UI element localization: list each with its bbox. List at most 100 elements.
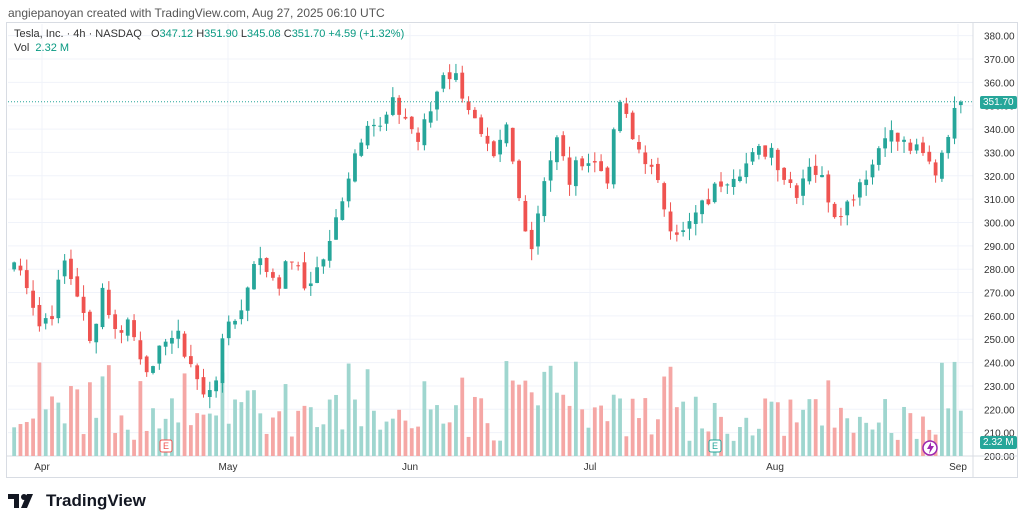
y-tick-label: 330.00 (984, 148, 1015, 159)
volume-bar (239, 402, 244, 456)
volume-bar (750, 435, 755, 456)
volume-bar (195, 413, 200, 456)
change-value: +4.59 (+1.32%) (328, 28, 405, 40)
x-tick-label: Aug (766, 462, 784, 473)
candle-body (157, 345, 162, 364)
volume-bar (87, 382, 92, 456)
candle-body (239, 310, 244, 320)
volume-bar (75, 389, 80, 456)
candle-body (681, 230, 686, 232)
candle-body (182, 333, 187, 357)
volume-bar (719, 416, 723, 456)
volume-bar (731, 440, 736, 456)
volume-bar (31, 418, 35, 456)
volume-bar (157, 428, 162, 456)
volume-bar (839, 407, 843, 456)
volume-bar (744, 417, 749, 456)
volume-bar (94, 417, 99, 456)
volume-bar (832, 427, 837, 456)
x-tick-label: May (219, 462, 238, 473)
candle-body (750, 152, 755, 162)
candle-body (839, 216, 843, 218)
last-price-badge: 351.70 (980, 96, 1017, 109)
candle-body (378, 125, 383, 127)
volume-bar (738, 427, 742, 456)
volume-bar (308, 407, 313, 456)
y-tick-label: 280.00 (984, 265, 1015, 276)
candle-body (37, 304, 42, 327)
candle-body (611, 129, 616, 185)
candle-body (252, 263, 256, 290)
y-tick-label: 370.00 (984, 55, 1015, 66)
candle-body (428, 111, 433, 123)
candle-body (435, 91, 439, 110)
candle-body (138, 340, 143, 360)
volume-bar (845, 418, 850, 456)
volume-bar (958, 410, 963, 456)
volume-bar (813, 399, 818, 456)
volume-bar (649, 434, 654, 456)
volume-bar (69, 386, 73, 456)
volume-bar (327, 399, 332, 456)
symbol-legend: Tesla, Inc. · 4h · NASDAQ O347.12 H351.9… (14, 28, 404, 40)
candle-body (744, 163, 749, 178)
volume-bar (207, 413, 212, 456)
candle-body (624, 103, 629, 114)
volume-bar (674, 407, 679, 456)
candle-body (820, 175, 824, 178)
candle-body (510, 127, 515, 162)
candle-body (782, 167, 787, 180)
candle-body (769, 147, 774, 158)
candle-body (921, 142, 925, 154)
candle-body (454, 73, 458, 80)
candle-body (214, 380, 219, 392)
volume-bar (409, 428, 414, 456)
candle-body (163, 341, 168, 347)
candle-body (927, 151, 932, 162)
volume-bar (700, 428, 704, 456)
volume-bar (372, 410, 376, 456)
volume-bar (567, 405, 572, 456)
candle-body (50, 316, 54, 320)
y-tick-label: 380.00 (984, 32, 1015, 43)
volume-bar (289, 436, 294, 456)
volume-bar (384, 421, 389, 456)
candle-body (372, 124, 376, 127)
candle-body (302, 262, 307, 289)
volume-bar (403, 420, 408, 456)
candle-body (706, 199, 711, 205)
candle-body (567, 157, 572, 185)
open-value: 347.12 (159, 28, 194, 40)
candle-body (460, 72, 465, 99)
candle-body (220, 338, 225, 384)
close-value: 351.70 (291, 28, 326, 40)
volume-bar (712, 402, 717, 456)
volume-bar (485, 423, 490, 456)
candle-body (845, 201, 850, 216)
candle-body (807, 166, 812, 182)
candle-body (864, 179, 869, 186)
candle-body (62, 260, 67, 277)
candle-body (283, 261, 288, 289)
candle-body (523, 200, 528, 232)
volume-bar (176, 422, 181, 456)
candle-body (479, 117, 484, 135)
candle-body (952, 107, 957, 139)
candle-body (573, 160, 578, 187)
volume-bar (43, 409, 48, 456)
volume-bar (321, 424, 326, 456)
volume-bar (138, 381, 143, 456)
volume-bar (555, 392, 559, 456)
candle-body (100, 287, 105, 328)
candle-body (296, 265, 301, 267)
candle-body (18, 265, 23, 271)
candle-body (226, 321, 231, 339)
candle-body (321, 259, 326, 267)
volume-bar (296, 410, 301, 456)
footer: TradingView (8, 488, 146, 514)
volume-bar (233, 399, 237, 456)
volume-bar (346, 363, 351, 456)
volume-bar (725, 433, 730, 456)
volume-bar (542, 371, 547, 456)
